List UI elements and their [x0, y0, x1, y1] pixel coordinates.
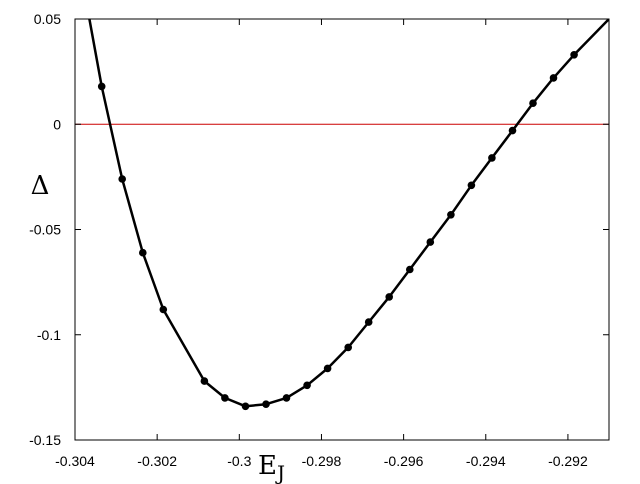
y-tick-label: 0 [53, 116, 61, 132]
data-point [426, 238, 435, 246]
x-tick-label: -0.304 [55, 453, 95, 469]
data-point [488, 154, 496, 162]
plot-frame [74, 18, 610, 441]
x-tick-label: -0.298 [302, 453, 342, 469]
data-point [241, 402, 250, 411]
y-tick-label: 0.05 [34, 11, 61, 27]
data-point [406, 265, 414, 274]
data-point [344, 343, 353, 352]
data-point [221, 394, 229, 402]
x-tick-label: -0.296 [384, 453, 424, 469]
data-point [467, 181, 476, 190]
data-point [118, 175, 126, 183]
data-point [508, 126, 517, 135]
data-point [447, 211, 455, 219]
data-point [549, 74, 558, 82]
data-point [570, 51, 578, 59]
data-point [364, 318, 373, 326]
x-axis-label: EJ [258, 451, 285, 484]
y-tick-label: -0.05 [29, 222, 61, 238]
data-point [282, 394, 291, 402]
data-point [200, 377, 209, 385]
data-point [262, 400, 270, 409]
x-tick-label: -0.294 [466, 453, 506, 469]
y-tick-label: -0.1 [37, 327, 61, 343]
data-point [385, 293, 394, 301]
x-axis-label-main: E [258, 451, 277, 481]
data-point [323, 364, 332, 373]
x-tick-label: -0.292 [548, 453, 588, 469]
data-point [529, 99, 537, 107]
data-point [159, 305, 168, 314]
x-tick-label: -0.302 [137, 453, 177, 469]
data-point [97, 82, 106, 91]
data-point [139, 248, 147, 257]
y-axis-label: Δ [31, 171, 50, 201]
y-tick-label: -0.15 [29, 432, 61, 448]
x-tick-label: -0.3 [227, 453, 251, 469]
x-axis-label-subscript: J [275, 461, 285, 484]
data-point [303, 381, 311, 390]
